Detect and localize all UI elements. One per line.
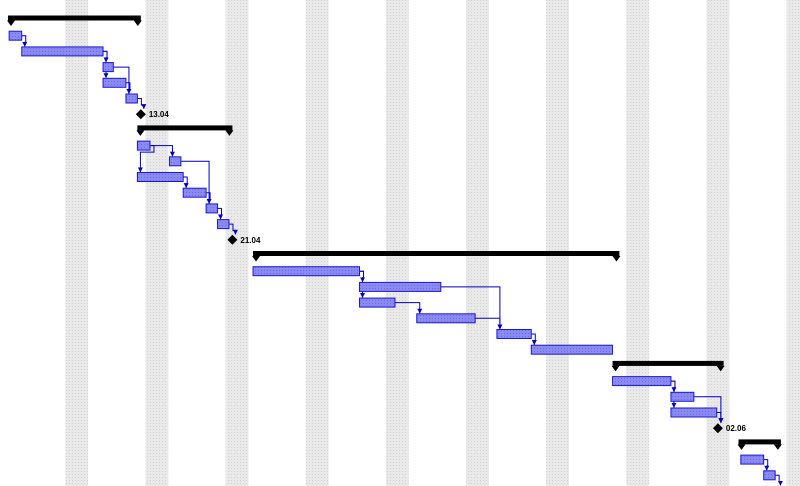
dependency-link [149, 145, 175, 157]
task-bar [670, 407, 718, 418]
task-bar [102, 77, 127, 88]
task-bar [168, 156, 182, 167]
task-bar [496, 329, 532, 339]
summary-cap-left [136, 130, 145, 136]
summary-cap-left [252, 256, 261, 262]
dependency-link [217, 207, 224, 220]
dependency-link [531, 333, 537, 346]
summary-bar [137, 125, 233, 131]
task-bar [217, 219, 230, 230]
dependency-link [137, 145, 155, 173]
dependency-link [475, 317, 503, 330]
task-bar [763, 470, 776, 481]
dependency-links [21, 35, 783, 486]
summary-cap-right [612, 256, 621, 262]
weekend-band [145, 0, 169, 486]
summary-cap-right [225, 130, 234, 136]
task-bar [21, 46, 104, 57]
task-bar [416, 313, 476, 324]
summary-bar [253, 251, 620, 256]
milestone-label: 21.04 [240, 236, 261, 245]
dependency-link [137, 98, 147, 110]
summary-cap-right [773, 444, 782, 450]
summary-cap-left [611, 365, 620, 372]
dependency-link [440, 286, 503, 330]
task-bar [359, 281, 442, 292]
task-bar [359, 297, 396, 308]
weekend-band [225, 0, 249, 486]
summary-bar [738, 439, 781, 445]
milestone-diamond [227, 234, 238, 245]
task-bar [102, 62, 114, 73]
summary-cap-left [737, 444, 746, 450]
summary-bar [8, 15, 141, 21]
task-bar [136, 172, 184, 182]
milestone-diamond [712, 423, 723, 434]
dependency-link [183, 176, 189, 189]
dependency-link [228, 223, 238, 235]
task-bar [182, 187, 207, 198]
task-bar [670, 391, 695, 402]
milestone-diamond [135, 109, 146, 120]
task-bar [8, 30, 23, 41]
dependency-link [206, 192, 212, 204]
dependency-link [125, 82, 132, 94]
task-bar [530, 344, 614, 355]
weekend-band [466, 0, 489, 486]
dependency-link [395, 302, 423, 314]
dependency-link [21, 35, 28, 47]
task-bar [125, 93, 138, 104]
task-bar [612, 376, 672, 387]
weekend-band [626, 0, 650, 486]
summary-cap-right [716, 365, 725, 372]
weekend-band [305, 0, 329, 486]
weekend-band [786, 0, 800, 486]
dependency-link [113, 66, 132, 94]
dependency-link [763, 459, 770, 471]
summary-bar [612, 360, 724, 366]
task-bar [136, 140, 151, 151]
dependency-link [716, 412, 724, 424]
weekend-band [546, 0, 570, 486]
summary-cap-right [133, 20, 142, 26]
task-bar [252, 266, 361, 277]
weekend-band [385, 0, 409, 486]
summary-cap-left [7, 20, 15, 26]
dependency-link [775, 474, 783, 486]
dependency-link [180, 160, 212, 204]
milestone-label: 02.06 [726, 424, 747, 433]
weekend-band [65, 0, 89, 486]
milestone-label: 13.04 [149, 110, 170, 119]
task-bar [205, 203, 219, 214]
task-bar [740, 454, 765, 465]
